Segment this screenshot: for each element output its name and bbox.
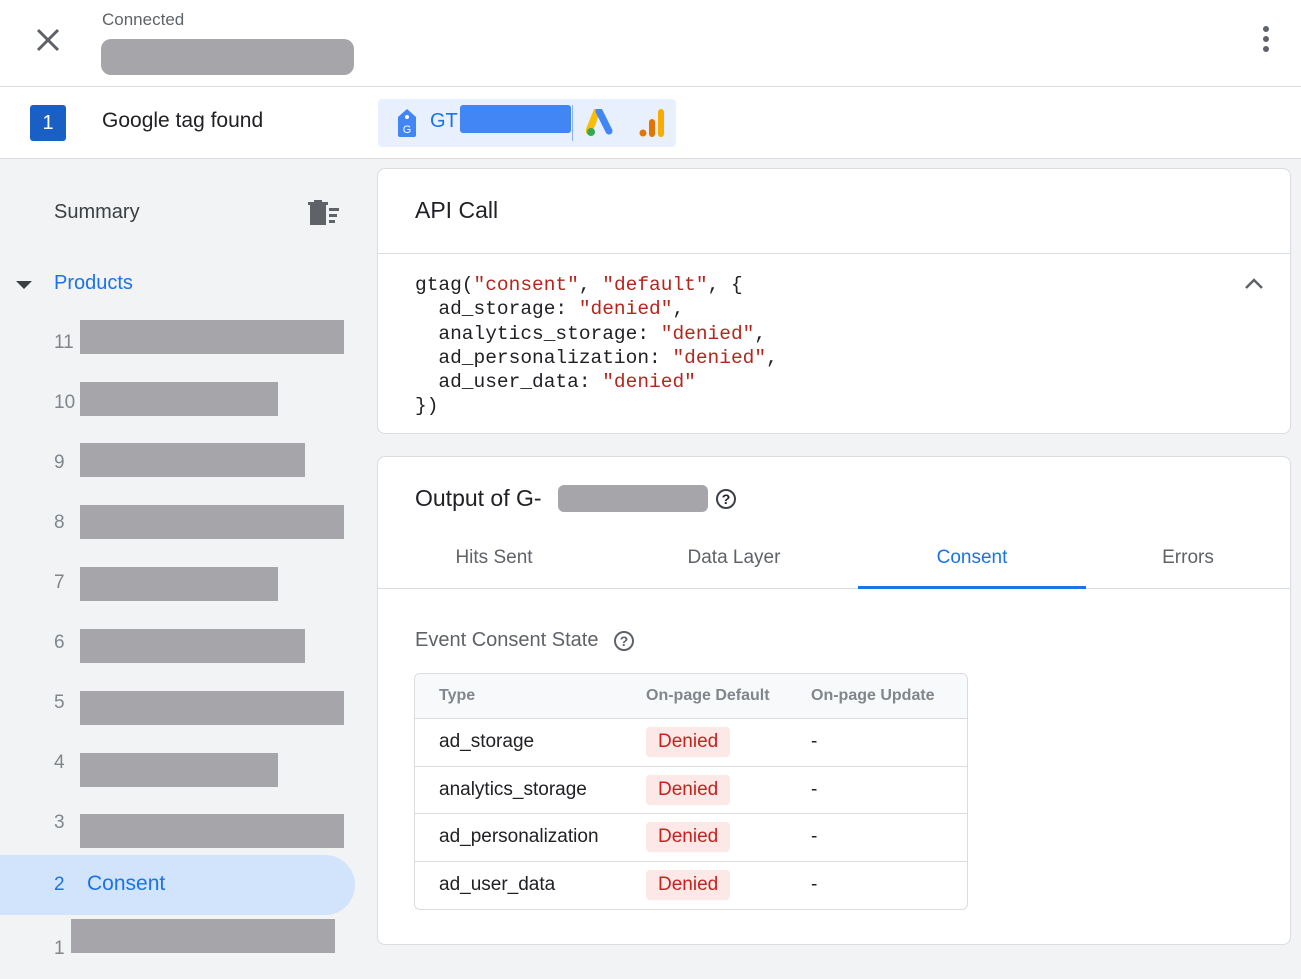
- api-call-card: API Call gtag("consent", "default", { ad…: [377, 168, 1291, 434]
- sidebar-item[interactable]: 6: [0, 613, 355, 673]
- column-header: Type: [415, 674, 622, 719]
- sidebar-item[interactable]: 9: [0, 433, 355, 493]
- redacted-label: [80, 753, 278, 787]
- consent-type: ad_personalization: [415, 814, 622, 862]
- sidebar-products[interactable]: Products: [54, 272, 133, 294]
- sidebar-item-consent[interactable]: 2 Consent: [0, 855, 355, 915]
- google-ads-icon: [586, 109, 613, 136]
- sidebar: Summary Products 11 10 9 8 7 6 5 4 3 2 Co…: [0, 159, 365, 959]
- divider: [378, 253, 1290, 254]
- update-value: -: [787, 767, 967, 814]
- update-value: -: [787, 719, 967, 767]
- redacted-url: [101, 39, 354, 75]
- consent-type: ad_user_data: [439, 874, 556, 896]
- sidebar-item[interactable]: 5: [0, 673, 355, 733]
- sidebar-item[interactable]: 11: [0, 313, 355, 373]
- consent-table: Type On-page Default On-page Update ad_sto…: [414, 673, 968, 910]
- item-number: 2: [54, 874, 65, 895]
- redacted-label: [80, 691, 344, 725]
- status-badge: Denied: [646, 822, 731, 853]
- output-card: Output of G- ? Hits Sent Data Layer Cons…: [377, 456, 1291, 945]
- close-icon[interactable]: [34, 26, 62, 54]
- item-number: 3: [54, 812, 65, 833]
- svg-text:G: G: [403, 124, 412, 136]
- item-number: 8: [54, 512, 65, 533]
- item-number: 7: [54, 572, 65, 593]
- item-number: 4: [54, 752, 65, 773]
- table-header-row: Type On-page Default On-page Update: [415, 674, 967, 719]
- help-icon[interactable]: ?: [614, 631, 635, 651]
- tab-data-layer[interactable]: Data Layer: [687, 547, 781, 568]
- consent-type: ad_storage: [415, 719, 622, 767]
- redacted-label: [80, 382, 278, 416]
- item-number: 11: [54, 332, 74, 353]
- redacted-label: [80, 505, 344, 539]
- analytics-icon: [639, 109, 664, 137]
- divider: [572, 105, 573, 141]
- chevron-up-icon[interactable]: [1244, 276, 1264, 290]
- section-title-text: Event Consent State: [415, 629, 599, 651]
- item-number: 9: [54, 452, 65, 473]
- redacted-label: [80, 320, 344, 354]
- update-value: -: [811, 874, 818, 896]
- google-tag-icon: G: [398, 109, 416, 137]
- column-header: On-page Update: [787, 674, 967, 719]
- redacted-tag-id: [460, 105, 571, 133]
- tag-bar: 1 Google tag found G GT: [0, 87, 1301, 159]
- tag-id-prefix: GT: [430, 110, 458, 132]
- connection-status: Connected: [102, 10, 185, 29]
- sidebar-item[interactable]: 8: [0, 493, 355, 553]
- item-number: 6: [54, 632, 65, 653]
- clear-all-icon[interactable]: [308, 200, 340, 226]
- redacted-label: [80, 814, 344, 848]
- section-title: Event Consent State ?: [415, 629, 635, 652]
- item-label: Consent: [87, 872, 166, 895]
- more-vert-icon[interactable]: [1256, 24, 1276, 54]
- top-bar: Connected: [0, 0, 1301, 87]
- caret-down-icon[interactable]: [16, 281, 32, 289]
- status-badge: Denied: [646, 774, 731, 805]
- update-value: -: [787, 814, 967, 862]
- sidebar-item[interactable]: 4: [0, 733, 355, 793]
- api-call-code: gtag("consent", "default", { ad_storage:…: [415, 274, 778, 418]
- tab-errors[interactable]: Errors: [1162, 547, 1214, 568]
- table-row: analytics_storage Denied -: [415, 767, 967, 814]
- sidebar-item[interactable]: 10: [0, 373, 355, 433]
- column-header: On-page Default: [622, 674, 787, 719]
- api-call-title: API Call: [415, 197, 499, 223]
- redacted-label: [80, 629, 305, 663]
- redacted-measurement-id: [558, 485, 708, 512]
- table-row: ad_user_data Denied -: [415, 862, 967, 910]
- sidebar-summary[interactable]: Summary: [54, 201, 140, 223]
- sidebar-item[interactable]: 7: [0, 553, 355, 613]
- output-title: Output of G-: [415, 485, 542, 511]
- consent-type: analytics_storage: [415, 767, 622, 814]
- redacted-label: [71, 919, 335, 953]
- item-number: 10: [54, 392, 76, 413]
- item-number: 5: [54, 692, 65, 713]
- status-badge: Denied: [646, 870, 731, 901]
- help-icon[interactable]: ?: [716, 489, 736, 509]
- tag-count-badge: 1: [30, 105, 66, 141]
- table-row: ad_storage Denied -: [415, 719, 967, 767]
- tag-found-label: Google tag found: [102, 109, 264, 132]
- output-tabs: Hits Sent Data Layer Consent Errors: [378, 537, 1290, 589]
- status-badge: Denied: [646, 727, 731, 758]
- item-number: 1: [54, 938, 65, 959]
- sidebar-item[interactable]: 3: [0, 793, 355, 853]
- tag-chip[interactable]: G GT: [378, 99, 676, 147]
- redacted-label: [80, 443, 305, 477]
- tab-hits-sent[interactable]: Hits Sent: [455, 547, 533, 568]
- tab-consent[interactable]: Consent: [858, 537, 1086, 589]
- redacted-label: [80, 567, 278, 601]
- table-row: ad_personalization Denied -: [415, 814, 967, 862]
- sidebar-item[interactable]: 1: [0, 919, 355, 979]
